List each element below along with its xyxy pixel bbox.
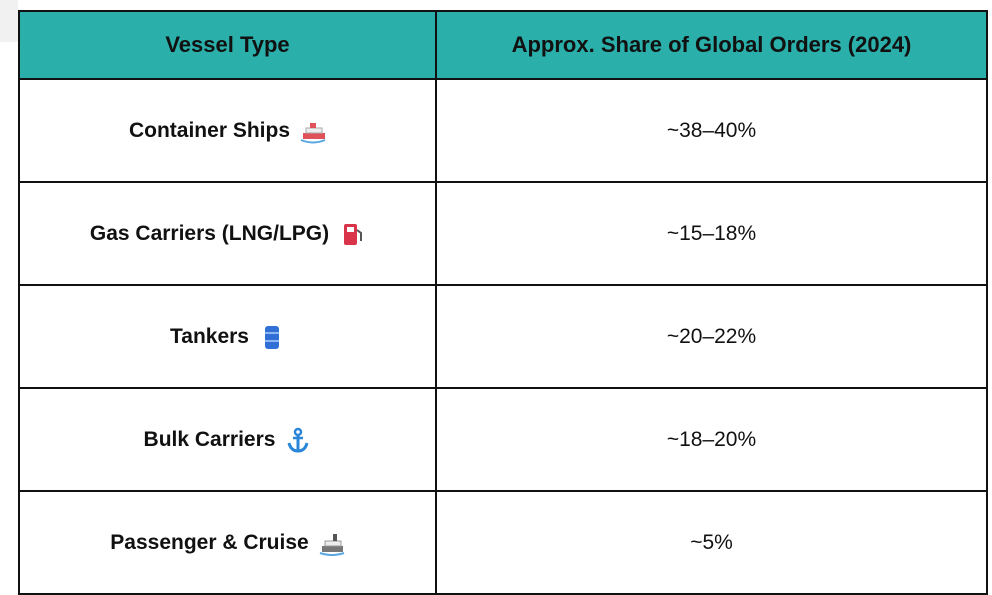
vessel-type: Tankers [170, 324, 249, 348]
vessel-cell: Gas Carriers (LNG/LPG) [20, 183, 437, 286]
margin-strip [0, 0, 18, 42]
vessel-type: Container Ships [128, 118, 291, 142]
vessel-cell: Tankers [20, 286, 437, 389]
table-row: Container Ships ~38–40% [20, 80, 988, 183]
share-cell: ~38–40% [437, 80, 988, 183]
vessel-icon [265, 325, 279, 349]
table-row: Bulk Carriers ~18–20% [20, 389, 988, 492]
vessel-icon [287, 427, 309, 453]
vessel-cell: Bulk Carriers [20, 389, 437, 492]
vessel-type: Gas Carriers (LNG/LPG) [89, 221, 330, 245]
vessel-type: Passenger & Cruise [110, 530, 309, 554]
vessel-cell: Passenger & Cruise [20, 492, 437, 595]
header-cell: Vessel Type [20, 12, 437, 80]
table-row: Gas Carriers (LNG/LPG) ~15–18% [20, 183, 988, 286]
vessel-icon [344, 223, 363, 245]
table-row: Passenger & Cruise ~5% [20, 492, 988, 595]
share-cell: ~15–18% [437, 183, 988, 286]
share-cell: ~18–20% [437, 389, 988, 492]
share-cell: ~20–22% [437, 286, 988, 389]
header-row: Vessel Type Approx. Share of Global Orde… [20, 12, 988, 80]
table-row: Tankers ~20–22% [20, 286, 988, 389]
vessel-cell: Container Ships [20, 80, 437, 183]
share-cell: ~5% [437, 492, 988, 595]
vessel-icon [300, 122, 326, 143]
table: Vessel Type Approx. Share of Global Orde… [18, 10, 988, 595]
vessel-icon [319, 533, 345, 556]
vessel-type: Bulk Carriers [143, 427, 276, 451]
header-cell: Approx. Share of Global Orders (2024) [437, 12, 988, 80]
